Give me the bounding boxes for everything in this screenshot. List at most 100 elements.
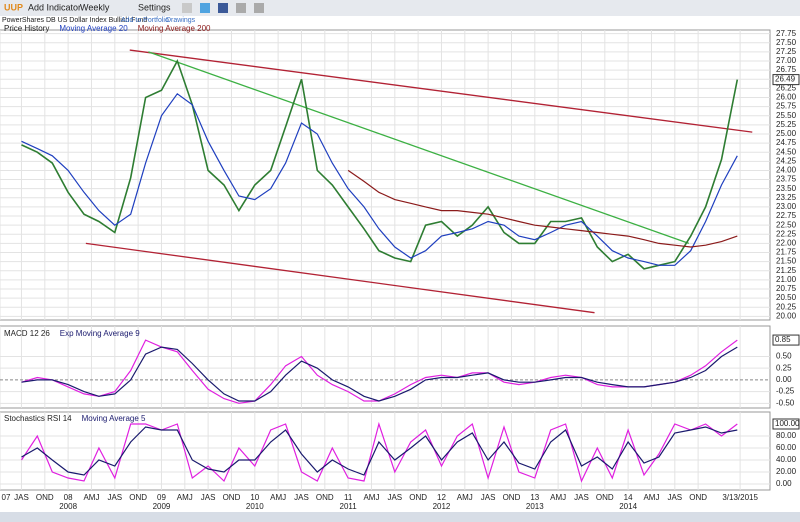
drawings[interactable]: Drawings: [166, 17, 196, 24]
x-tick-label: JAS: [481, 493, 496, 502]
interval[interactable]: Weekly: [80, 2, 110, 12]
x-tick-label: AMJ: [457, 493, 473, 502]
x-tick-label: OND: [316, 493, 334, 502]
series-line: [20, 421, 738, 483]
x-tick-label: 08: [64, 493, 73, 502]
x-tick-label: JAS: [387, 493, 402, 502]
legend-entry: Moving Average 5: [82, 414, 146, 423]
y-tick-label: 0.00: [776, 375, 792, 384]
legend-entry: Moving Average 200: [138, 24, 211, 33]
y-tick-label: 27.75: [776, 29, 797, 38]
x-tick-label: JAS: [14, 493, 29, 502]
y-tick-label: 22.75: [776, 211, 797, 220]
x-tick-label: AMJ: [643, 493, 659, 502]
y-tick-label: 24.00: [776, 166, 797, 175]
series-line: [21, 346, 738, 402]
x-tick-label: OND: [689, 493, 707, 502]
last-value-box: [772, 74, 800, 86]
y-tick-label: 21.75: [776, 248, 797, 257]
add-indicator[interactable]: Add Indicator: [28, 2, 81, 12]
last-value: 26.49: [775, 75, 796, 84]
ticker[interactable]: UUP: [4, 2, 23, 12]
y-tick-label: 23.75: [776, 175, 797, 184]
y-tick-label: 80.00: [776, 431, 797, 440]
x-tick-label: 07: [2, 493, 11, 502]
y-tick-label: 0.50: [776, 352, 792, 361]
x-tick-label: 3/13/2015: [722, 493, 758, 502]
series-line: [347, 169, 738, 248]
icon[interactable]: [200, 3, 210, 13]
last-value: 100.00: [775, 419, 800, 428]
y-tick-label: -0.25: [776, 387, 795, 396]
last-value-box: [772, 334, 800, 346]
y-tick-label: 25.25: [776, 120, 797, 129]
series-line: [21, 92, 738, 266]
x-tick-label: JAS: [294, 493, 309, 502]
icon[interactable]: [182, 3, 192, 13]
y-tick-label: 23.00: [776, 202, 797, 211]
x-tick-label: 12: [437, 493, 446, 502]
trendline: [148, 51, 690, 245]
scrollbar[interactable]: [0, 512, 800, 522]
y-tick-label: 26.25: [776, 83, 797, 92]
y-tick-label: 20.25: [776, 302, 797, 311]
x-year-label: 2013: [526, 502, 544, 511]
x-tick-label: 09: [157, 493, 166, 502]
panel-frame: [0, 29, 771, 321]
add-to-portfolio[interactable]: Add to Portfolio: [121, 17, 169, 24]
legend-entry: Moving Average 20: [59, 24, 128, 33]
fund-name: PowerShares DB US Dollar Index Bullish F…: [2, 17, 147, 24]
y-tick-label: 26.75: [776, 65, 797, 74]
x-year-label: 2008: [59, 502, 77, 511]
x-tick-label: 13: [530, 493, 539, 502]
legend-entry: Stochastics RSI 14: [4, 414, 72, 423]
y-tick-label: 27.00: [776, 56, 797, 65]
y-tick-label: 21.50: [776, 257, 797, 266]
y-tick-label: 25.75: [776, 102, 797, 111]
y-tick-label: 20.00: [776, 311, 797, 320]
y-tick-label: 60.00: [776, 443, 797, 452]
x-tick-label: 10: [250, 493, 259, 502]
y-tick-label: -0.50: [776, 398, 795, 407]
y-tick-label: 23.50: [776, 184, 797, 193]
y-tick-label: 20.00: [776, 467, 797, 476]
last-value-box: [772, 418, 800, 430]
y-tick-label: 23.25: [776, 193, 797, 202]
y-tick-label: 22.25: [776, 229, 797, 238]
trendline: [129, 49, 753, 133]
x-tick-label: JAS: [201, 493, 216, 502]
icon[interactable]: [254, 3, 264, 13]
y-tick-label: 20.50: [776, 293, 797, 302]
y-tick-label: 20.75: [776, 284, 797, 293]
x-year-label: 2010: [246, 502, 264, 511]
legend-entry: MACD 12 26: [4, 329, 50, 338]
icon[interactable]: [236, 3, 246, 13]
x-year-label: 2011: [340, 502, 358, 511]
y-tick-label: 26.00: [776, 93, 797, 102]
x-tick-label: AMJ: [363, 493, 379, 502]
x-tick-label: OND: [129, 493, 147, 502]
series-line: [21, 339, 738, 404]
y-tick-label: 24.75: [776, 138, 797, 147]
series-line: [21, 426, 738, 476]
series-line: [21, 59, 739, 270]
x-tick-label: 14: [624, 493, 633, 502]
x-year-label: 2012: [433, 502, 451, 511]
x-year-label: 2014: [619, 502, 637, 511]
settings[interactable]: Settings: [138, 2, 171, 12]
y-tick-label: 27.25: [776, 47, 797, 56]
toolbar-bg: [0, 0, 800, 16]
y-tick-label: 22.00: [776, 239, 797, 248]
icon[interactable]: [218, 3, 228, 13]
x-tick-label: AMJ: [177, 493, 193, 502]
x-tick-label: OND: [36, 493, 54, 502]
x-year-label: 2009: [153, 502, 171, 511]
x-tick-label: JAS: [574, 493, 589, 502]
y-tick-label: 40.00: [776, 455, 797, 464]
legend-entry: Price History: [4, 24, 49, 33]
legend-entry: Exp Moving Average 9: [60, 329, 140, 338]
panel-frame: [0, 325, 771, 409]
y-tick-label: 24.25: [776, 156, 797, 165]
last-value: 0.85: [775, 335, 791, 344]
